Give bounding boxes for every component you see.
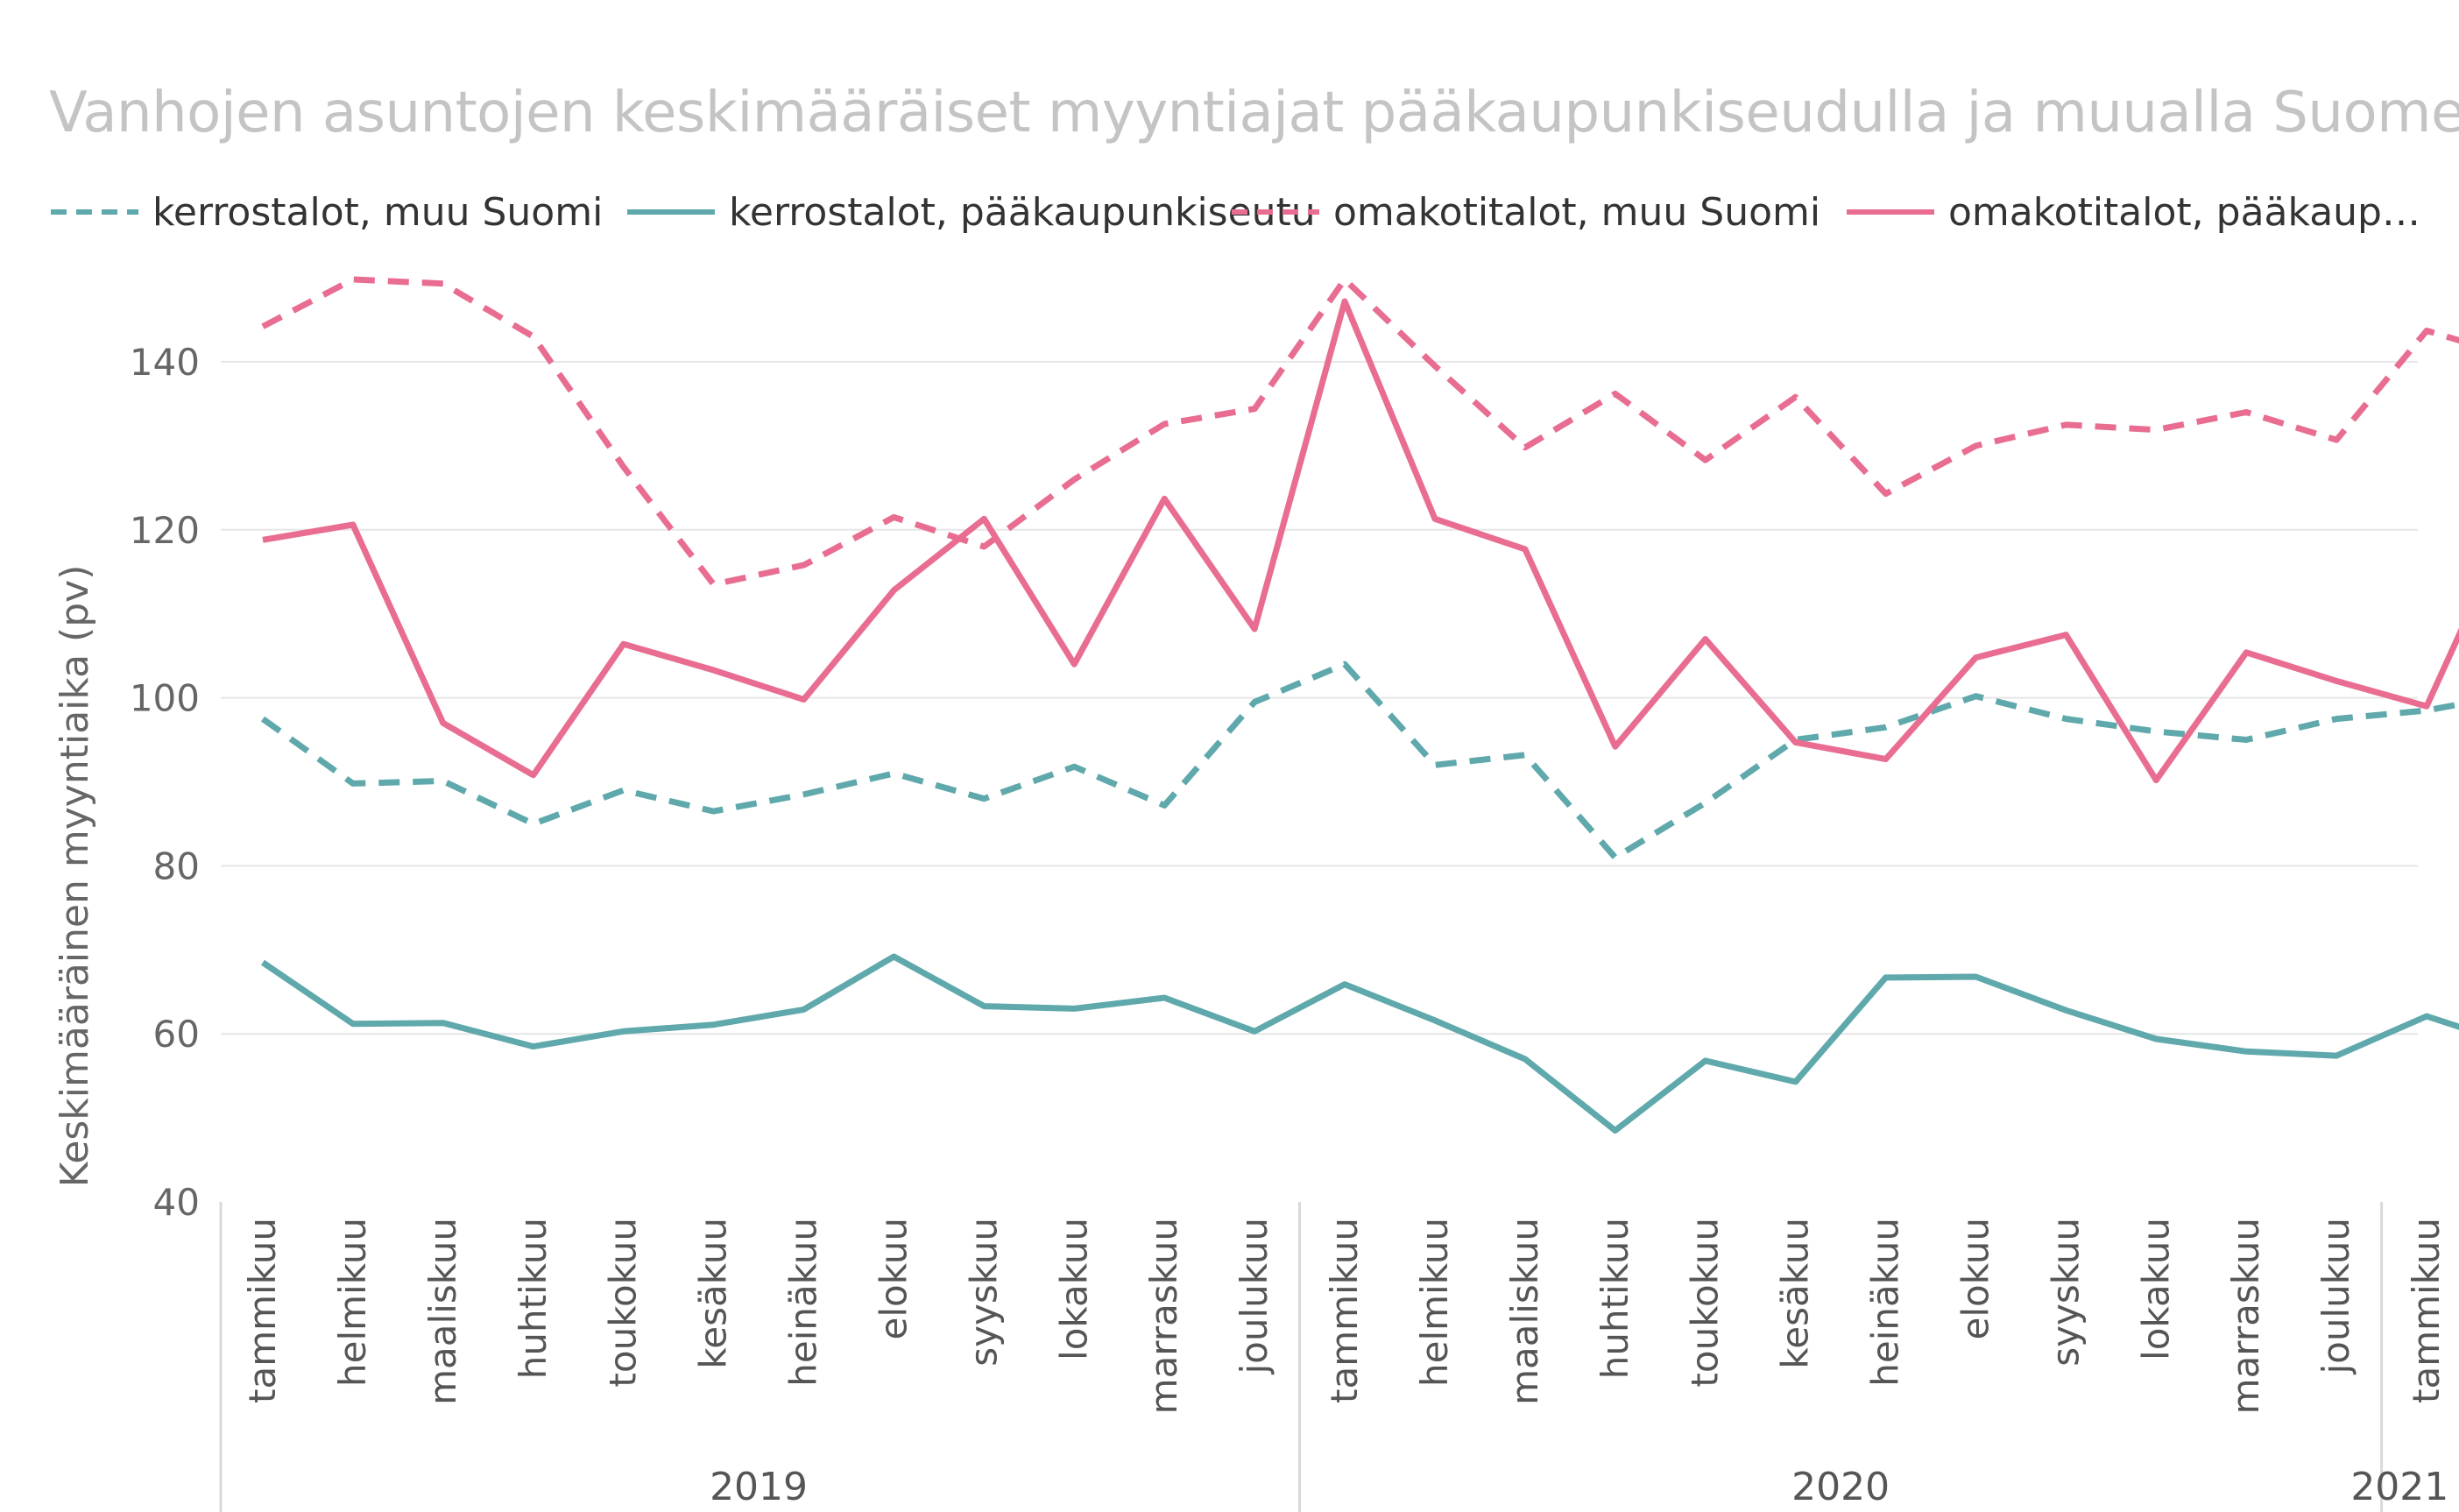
x-tick-label: marraskuu <box>1142 1218 1185 1414</box>
x-tick-label: tammikuu <box>241 1218 284 1403</box>
x-tick-label: helmikuu <box>331 1218 374 1387</box>
x-tick-label: lokakuu <box>1052 1218 1095 1360</box>
x-tick-label: heinäkuu <box>782 1218 825 1387</box>
x-tick-label: marraskuu <box>2224 1218 2267 1414</box>
series-line-3[interactable] <box>261 276 2459 588</box>
legend-label: kerrostalot, muu Suomi <box>152 189 604 235</box>
legend-item-omakotitalot-muu-suomi[interactable]: omakotitalot, muu Suomi <box>1230 184 1820 240</box>
x-tick-label: kesäkuu <box>1774 1218 1817 1369</box>
y-tick-label: 140 <box>130 341 200 384</box>
x-tick-label: huhtikuu <box>1593 1218 1636 1379</box>
x-tick-label: huhtikuu <box>512 1218 555 1379</box>
gridlines <box>221 361 2418 1035</box>
legend-label: omakotitalot, muu Suomi <box>1333 189 1821 235</box>
x-tick-label: syyskuu <box>2044 1218 2087 1367</box>
x-tick-label: toukokuu <box>1684 1218 1727 1388</box>
x-tick-label: heinäkuu <box>1864 1218 1907 1387</box>
x-tick-label: tammikuu <box>2405 1218 2448 1403</box>
y-axis-title: Keskimääräinen myyntiaika (pv) <box>53 565 97 1188</box>
x-tick-label: elokuu <box>872 1218 915 1339</box>
legend-swatch-solid-teal <box>627 209 715 215</box>
x-tick-label: kesäkuu <box>692 1218 735 1369</box>
y-tick-label: 100 <box>130 677 200 720</box>
year-label: 2019 <box>710 1465 808 1509</box>
axes: 40 60 80 100 120 140 2019 2020 2021 tammikuu helmi… <box>130 341 2448 1512</box>
legend-item-omakotitalot-paakaupunkiseutu[interactable]: omakotitalot, pääkaup… <box>1845 184 2420 240</box>
chart-title: Vanhojen asuntojen keskimääräiset myynti… <box>49 81 2459 145</box>
x-tick-label: maaliskuu <box>421 1218 464 1405</box>
y-tick-label: 120 <box>130 509 200 552</box>
x-tick-label: helmikuu <box>1413 1218 1456 1387</box>
legend: kerrostalot, muu Suomi kerrostalot, pääk… <box>49 184 2420 240</box>
legend-item-kerrostalot-paakaupunkiseutu[interactable]: kerrostalot, pääkaupunkiseutu <box>625 184 1316 240</box>
year-label: 2020 <box>1791 1465 1890 1509</box>
legend-label: omakotitalot, pääkaup… <box>1948 189 2420 235</box>
x-tick-label: joulukuu <box>2314 1218 2357 1375</box>
y-tick-label: 60 <box>153 1013 200 1056</box>
legend-item-kerrostalot-muu-suomi[interactable]: kerrostalot, muu Suomi <box>49 184 603 240</box>
x-tick-label: elokuu <box>1954 1218 1996 1339</box>
year-label: 2021 <box>2350 1465 2448 1509</box>
x-tick-label: lokakuu <box>2134 1218 2177 1360</box>
x-tick-label: toukokuu <box>602 1218 645 1388</box>
legend-swatch-solid-pink <box>1847 209 1934 215</box>
series-line-1[interactable] <box>260 661 2459 861</box>
x-tick-label: maaliskuu <box>1503 1218 1546 1405</box>
legend-label: kerrostalot, pääkaupunkiseutu <box>729 189 1316 235</box>
series-line-4[interactable] <box>262 298 2459 784</box>
y-tick-label: 80 <box>153 844 200 887</box>
y-tick-label: 40 <box>153 1181 200 1224</box>
series-lines <box>260 276 2459 1134</box>
x-tick-label: joulukuu <box>1233 1218 1275 1375</box>
legend-swatch-dashed-teal <box>51 209 138 215</box>
x-tick-label: tammikuu <box>1323 1218 1366 1403</box>
series-line-2[interactable] <box>261 953 2459 1134</box>
x-tick-label: syyskuu <box>962 1218 1005 1367</box>
legend-swatch-dashed-pink <box>1232 209 1319 215</box>
